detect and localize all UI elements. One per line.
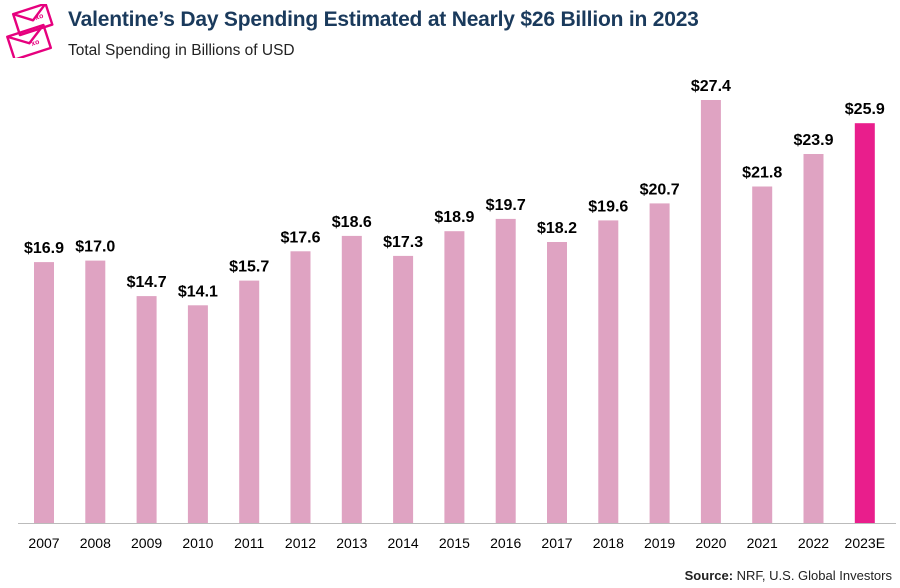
bar-2010 — [187, 305, 208, 523]
data-label-2007: $16.9 — [24, 240, 64, 257]
bar-2021 — [752, 186, 773, 523]
data-label-2020: $27.4 — [691, 78, 731, 95]
x-tick-label-2009: 2009 — [131, 535, 162, 551]
x-tick-label-2015: 2015 — [439, 535, 470, 551]
svg-text:xo: xo — [34, 13, 44, 22]
bar-2012 — [290, 251, 311, 524]
bar-2014 — [393, 255, 414, 523]
data-label-2022: $23.9 — [793, 132, 833, 149]
x-tick-label-2022: 2022 — [798, 535, 829, 551]
data-label-2012: $17.6 — [280, 229, 320, 246]
data-label-2019: $20.7 — [640, 181, 680, 198]
data-label-2018: $19.6 — [588, 198, 628, 215]
data-label-2011: $15.7 — [229, 259, 269, 276]
bar-2023E — [854, 123, 875, 523]
data-label-2008: $17.0 — [75, 239, 115, 256]
bar-2022 — [803, 154, 824, 523]
data-label-2021: $21.8 — [742, 165, 782, 182]
chart-title: Valentine’s Day Spending Estimated at Ne… — [68, 8, 699, 31]
x-tick-label-2017: 2017 — [541, 535, 572, 551]
x-tick-label-2010: 2010 — [182, 535, 213, 551]
bar-2015 — [444, 231, 465, 523]
bar-2008 — [85, 260, 106, 523]
bar-2011 — [239, 280, 260, 523]
chart-subtitle: Total Spending in Billions of USD — [68, 42, 295, 59]
x-tick-label-2008: 2008 — [80, 535, 111, 551]
envelope-logo-icon: xo xo — [6, 4, 54, 58]
x-tick-label-2018: 2018 — [593, 535, 624, 551]
bar-2019 — [649, 203, 670, 523]
bar-2018 — [598, 220, 619, 523]
data-label-2013: $18.6 — [332, 214, 372, 231]
x-tick-label-2011: 2011 — [234, 535, 264, 551]
x-tick-label-2016: 2016 — [490, 535, 521, 551]
bar-2020 — [700, 100, 721, 523]
source-note: Source: NRF, U.S. Global Investors — [685, 568, 892, 583]
x-tick-label-2012: 2012 — [285, 535, 316, 551]
source-text: NRF, U.S. Global Investors — [733, 568, 892, 583]
x-tick-label-2019: 2019 — [644, 535, 675, 551]
data-label-2015: $18.9 — [434, 209, 474, 226]
bar-2017 — [547, 242, 567, 523]
data-label-2010: $14.1 — [178, 283, 218, 300]
data-label-2023E: $25.9 — [845, 101, 885, 118]
x-tick-label-2014: 2014 — [388, 535, 419, 551]
source-label: Source: — [684, 568, 734, 583]
x-tick-label-2013: 2013 — [336, 535, 367, 551]
data-label-2017: $18.2 — [537, 220, 577, 237]
bar-2016 — [495, 218, 516, 523]
bar-2013 — [341, 235, 362, 523]
x-tick-label-2023E: 2023E — [845, 535, 885, 551]
data-label-2009: $14.7 — [127, 274, 167, 291]
x-tick-label-2020: 2020 — [695, 535, 726, 551]
svg-text:xo: xo — [30, 39, 40, 48]
data-label-2014: $17.3 — [383, 234, 423, 251]
data-label-2016: $19.7 — [486, 197, 526, 214]
bar-2007 — [34, 262, 54, 523]
x-tick-label-2021: 2021 — [747, 535, 778, 551]
x-tick-label-2007: 2007 — [28, 535, 59, 551]
bar-2009 — [136, 296, 157, 523]
